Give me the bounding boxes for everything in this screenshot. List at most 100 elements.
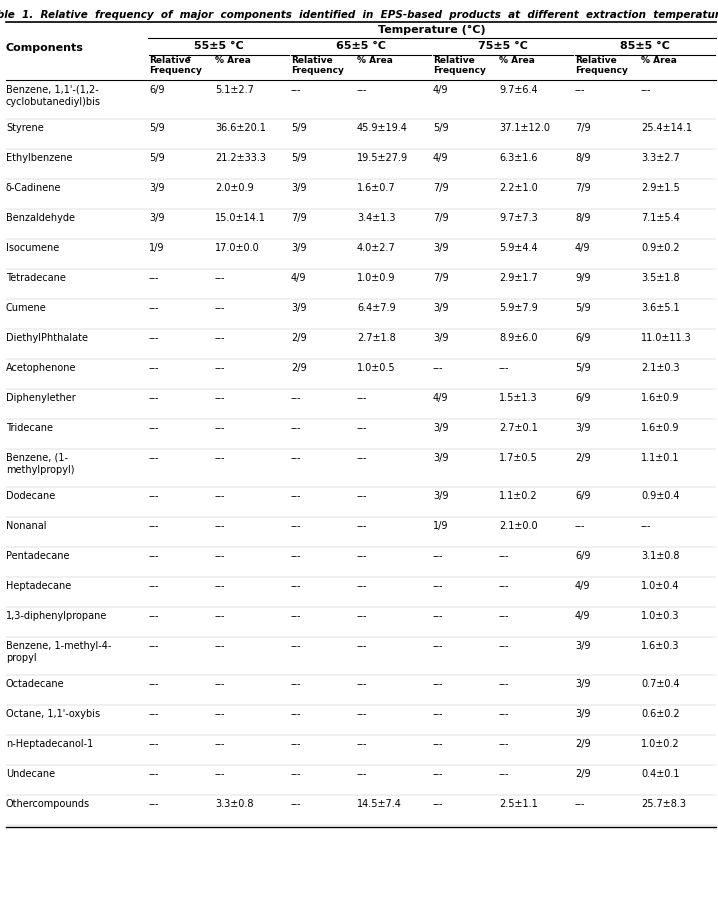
Text: ---: --- (499, 641, 510, 651)
Text: ---: --- (357, 641, 368, 651)
Text: 3/9: 3/9 (575, 423, 590, 433)
Text: 8.9±6.0: 8.9±6.0 (499, 333, 538, 343)
Text: ---: --- (149, 641, 159, 651)
Text: 3/9: 3/9 (433, 303, 449, 313)
Text: ---: --- (357, 85, 368, 95)
Text: 2/9: 2/9 (575, 769, 591, 779)
Text: ---: --- (215, 641, 225, 651)
Text: 37.1±12.0: 37.1±12.0 (499, 123, 550, 133)
Text: 1.0±0.4: 1.0±0.4 (641, 581, 679, 591)
Text: +: + (185, 55, 191, 61)
Text: ---: --- (215, 739, 225, 749)
Text: ---: --- (149, 491, 159, 501)
Text: ---: --- (215, 453, 225, 463)
Text: % Area: % Area (641, 56, 677, 65)
Text: DiethylPhthalate: DiethylPhthalate (6, 333, 88, 343)
Text: 3.4±1.3: 3.4±1.3 (357, 213, 396, 223)
Text: 7.1±5.4: 7.1±5.4 (641, 213, 680, 223)
Text: 5/9: 5/9 (575, 363, 591, 373)
Text: ---: --- (433, 799, 444, 809)
Text: ---: --- (499, 769, 510, 779)
Text: 1.0±0.9: 1.0±0.9 (357, 273, 396, 283)
Text: ---: --- (641, 85, 651, 95)
Text: 3/9: 3/9 (291, 303, 307, 313)
Text: ---: --- (215, 769, 225, 779)
Text: Isocumene: Isocumene (6, 243, 60, 253)
Text: ---: --- (433, 709, 444, 719)
Text: 5/9: 5/9 (291, 153, 307, 163)
Text: ---: --- (357, 453, 368, 463)
Text: 15.0±14.1: 15.0±14.1 (215, 213, 266, 223)
Text: 2.7±1.8: 2.7±1.8 (357, 333, 396, 343)
Text: 2.1±0.0: 2.1±0.0 (499, 521, 538, 531)
Text: 1.6±0.3: 1.6±0.3 (641, 641, 679, 651)
Text: 7/9: 7/9 (433, 273, 449, 283)
Text: ---: --- (575, 521, 585, 531)
Text: 3/9: 3/9 (149, 183, 164, 193)
Text: ---: --- (291, 581, 302, 591)
Text: ---: --- (215, 611, 225, 621)
Text: Octadecane: Octadecane (6, 679, 65, 689)
Text: 2/9: 2/9 (575, 453, 591, 463)
Text: 1.1±0.2: 1.1±0.2 (499, 491, 538, 501)
Text: 2/9: 2/9 (291, 333, 307, 343)
Text: 14.5±7.4: 14.5±7.4 (357, 799, 402, 809)
Text: ---: --- (215, 709, 225, 719)
Text: 1/9: 1/9 (433, 521, 449, 531)
Text: 11.0±11.3: 11.0±11.3 (641, 333, 691, 343)
Text: ---: --- (291, 641, 302, 651)
Text: ---: --- (215, 393, 225, 403)
Text: ---: --- (433, 551, 444, 561)
Text: 7/9: 7/9 (291, 213, 307, 223)
Text: ---: --- (291, 679, 302, 689)
Text: Relative
Frequency: Relative Frequency (291, 56, 344, 76)
Text: 1.6±0.7: 1.6±0.7 (357, 183, 396, 193)
Text: 2/9: 2/9 (291, 363, 307, 373)
Text: ---: --- (149, 611, 159, 621)
Text: 2.9±1.5: 2.9±1.5 (641, 183, 680, 193)
Text: ---: --- (499, 739, 510, 749)
Text: 6/9: 6/9 (149, 85, 164, 95)
Text: 4/9: 4/9 (433, 85, 449, 95)
Text: 8/9: 8/9 (575, 213, 590, 223)
Text: 85±5 °C: 85±5 °C (620, 41, 670, 51)
Text: 1.5±1.3: 1.5±1.3 (499, 393, 538, 403)
Text: ---: --- (357, 709, 368, 719)
Text: Benzene, 1-methyl-4-
propyl: Benzene, 1-methyl-4- propyl (6, 641, 111, 663)
Text: 5.9±7.9: 5.9±7.9 (499, 303, 538, 313)
Text: 3/9: 3/9 (149, 213, 164, 223)
Text: ---: --- (357, 739, 368, 749)
Text: Dodecane: Dodecane (6, 491, 55, 501)
Text: 3.3±0.8: 3.3±0.8 (215, 799, 253, 809)
Text: Components: Components (6, 43, 84, 53)
Text: 3/9: 3/9 (433, 423, 449, 433)
Text: ---: --- (215, 333, 225, 343)
Text: % Area: % Area (215, 56, 251, 65)
Text: ---: --- (291, 709, 302, 719)
Text: ---: --- (499, 363, 510, 373)
Text: ---: --- (149, 273, 159, 283)
Text: Benzene, (1-
methylpropyl): Benzene, (1- methylpropyl) (6, 453, 75, 474)
Text: 8/9: 8/9 (575, 153, 590, 163)
Text: 4/9: 4/9 (291, 273, 307, 283)
Text: ---: --- (357, 423, 368, 433)
Text: δ-Cadinene: δ-Cadinene (6, 183, 62, 193)
Text: 4/9: 4/9 (433, 393, 449, 403)
Text: 1.6±0.9: 1.6±0.9 (641, 423, 679, 433)
Text: 3/9: 3/9 (575, 679, 590, 689)
Text: Heptadecane: Heptadecane (6, 581, 71, 591)
Text: Ethylbenzene: Ethylbenzene (6, 153, 73, 163)
Text: ---: --- (149, 303, 159, 313)
Text: 2.0±0.9: 2.0±0.9 (215, 183, 253, 193)
Text: 1,3-diphenylpropane: 1,3-diphenylpropane (6, 611, 108, 621)
Text: 6/9: 6/9 (575, 393, 590, 403)
Text: ---: --- (291, 423, 302, 433)
Text: 2/9: 2/9 (575, 739, 591, 749)
Text: ---: --- (433, 611, 444, 621)
Text: ---: --- (291, 611, 302, 621)
Text: ---: --- (357, 611, 368, 621)
Text: 6.3±1.6: 6.3±1.6 (499, 153, 538, 163)
Text: 0.6±0.2: 0.6±0.2 (641, 709, 680, 719)
Text: ---: --- (357, 581, 368, 591)
Text: ---: --- (149, 363, 159, 373)
